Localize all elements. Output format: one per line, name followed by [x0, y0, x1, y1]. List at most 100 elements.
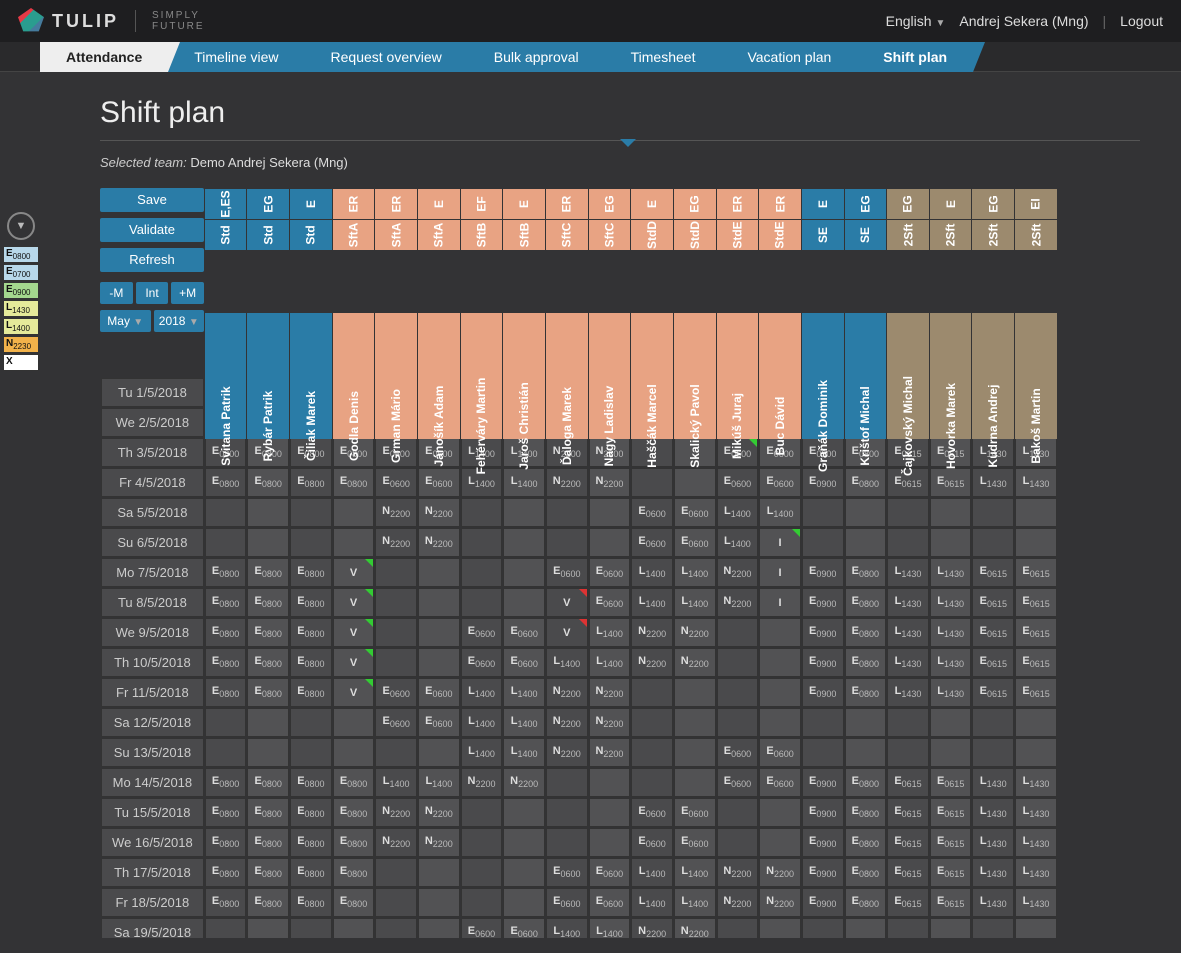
col-employee-Rybár Patrik[interactable]: Rybár Patrik [247, 313, 289, 439]
shift-cell[interactable] [631, 708, 673, 737]
shift-cell[interactable]: E0800 [845, 468, 887, 497]
shift-cell[interactable] [887, 708, 929, 737]
shift-cell[interactable] [589, 768, 631, 797]
shift-cell[interactable]: L1430 [972, 798, 1014, 827]
shift-cell[interactable]: L1400 [546, 648, 588, 677]
shift-cell[interactable] [503, 528, 545, 557]
shift-cell[interactable]: L1430 [972, 858, 1014, 887]
shift-cell[interactable]: E0900 [802, 618, 844, 647]
col-employee-Svitana Patrik[interactable]: Svitana Patrik [205, 313, 247, 439]
shift-cell[interactable] [1015, 738, 1057, 767]
shift-cell[interactable] [290, 738, 332, 767]
shift-cell[interactable] [631, 678, 673, 707]
shift-cell[interactable]: N2200 [546, 468, 588, 497]
shift-cell[interactable]: E0615 [887, 858, 929, 887]
shift-cell[interactable] [290, 918, 332, 938]
shift-cell[interactable]: E0800 [845, 558, 887, 587]
shift-cell[interactable]: E0600 [631, 498, 673, 527]
shift-cell[interactable]: L1430 [930, 618, 972, 647]
tab-request-overview[interactable]: Request overview [305, 42, 468, 72]
shift-cell[interactable] [972, 708, 1014, 737]
shift-cell[interactable] [759, 708, 801, 737]
shift-cell[interactable]: E0600 [589, 558, 631, 587]
shift-cell[interactable] [1015, 528, 1057, 557]
shift-cell[interactable]: E0800 [205, 798, 247, 827]
shift-cell[interactable]: N2200 [375, 828, 417, 857]
shift-cell[interactable]: E0800 [205, 888, 247, 917]
shift-cell[interactable]: V [333, 588, 375, 617]
shift-cell[interactable]: L1400 [589, 618, 631, 647]
shift-cell[interactable]: E0800 [290, 888, 332, 917]
legend-collapse-button[interactable]: ▼ [7, 212, 35, 240]
shift-cell[interactable]: E0600 [503, 648, 545, 677]
shift-cell[interactable] [1015, 708, 1057, 737]
logout-link[interactable]: Logout [1120, 13, 1163, 29]
shift-cell[interactable]: E0615 [930, 858, 972, 887]
shift-cell[interactable] [972, 738, 1014, 767]
col-employee-Krištof Michal[interactable]: Krištof Michal [845, 313, 887, 439]
shift-cell[interactable]: N2200 [674, 648, 716, 677]
shift-cell[interactable]: L1430 [930, 648, 972, 677]
shift-cell[interactable]: E0615 [930, 888, 972, 917]
shift-cell[interactable]: E0800 [290, 678, 332, 707]
shift-cell[interactable] [247, 708, 289, 737]
shift-cell[interactable] [333, 708, 375, 737]
col-employee-Jaroš Christián[interactable]: Jaroš Christián [503, 313, 545, 439]
shift-cell[interactable] [333, 918, 375, 938]
shift-cell[interactable]: E0600 [546, 558, 588, 587]
shift-cell[interactable]: E0615 [887, 798, 929, 827]
shift-cell[interactable] [930, 918, 972, 938]
shift-cell[interactable]: E0615 [930, 468, 972, 497]
shift-cell[interactable]: N2200 [674, 918, 716, 938]
shift-cell[interactable]: E0615 [972, 558, 1014, 587]
shift-cell[interactable]: E0600 [759, 768, 801, 797]
shift-cell[interactable]: I [759, 528, 801, 557]
shift-cell[interactable] [674, 468, 716, 497]
shift-cell[interactable] [845, 498, 887, 527]
shift-cell[interactable]: L1400 [631, 588, 673, 617]
shift-cell[interactable]: E0600 [546, 888, 588, 917]
shift-cell[interactable]: E0800 [845, 648, 887, 677]
shift-cell[interactable]: E0900 [802, 678, 844, 707]
shift-cell[interactable]: N2200 [418, 528, 460, 557]
shift-cell[interactable]: L1400 [375, 768, 417, 797]
shift-cell[interactable]: L1400 [717, 528, 759, 557]
shift-cell[interactable] [631, 468, 673, 497]
shift-cell[interactable]: E0600 [375, 468, 417, 497]
shift-cell[interactable] [375, 918, 417, 938]
shift-cell[interactable]: E0800 [290, 648, 332, 677]
col-employee-Kudrna Andrej[interactable]: Kudrna Andrej [972, 313, 1014, 439]
shift-grid-scroll[interactable]: E,ESEGEEREREEFEEREGEEGEREREEGEGEEGEIStdS… [100, 188, 1058, 938]
shift-cell[interactable] [845, 708, 887, 737]
shift-cell[interactable] [930, 738, 972, 767]
shift-cell[interactable] [333, 738, 375, 767]
shift-cell[interactable]: L1430 [887, 648, 929, 677]
shift-cell[interactable]: E0800 [290, 588, 332, 617]
col-employee-Grman Mário[interactable]: Grman Mário [375, 313, 417, 439]
shift-cell[interactable] [290, 528, 332, 557]
shift-cell[interactable]: N2200 [375, 498, 417, 527]
shift-cell[interactable]: E0600 [589, 858, 631, 887]
shift-cell[interactable] [589, 498, 631, 527]
shift-cell[interactable]: E0800 [247, 768, 289, 797]
shift-cell[interactable]: E0800 [205, 618, 247, 647]
shift-cell[interactable] [802, 528, 844, 557]
shift-cell[interactable]: E0900 [802, 558, 844, 587]
shift-cell[interactable] [589, 828, 631, 857]
shift-cell[interactable] [717, 828, 759, 857]
shift-cell[interactable]: E0900 [802, 468, 844, 497]
shift-cell[interactable]: E0600 [674, 498, 716, 527]
col-employee-Mikúš Juraj[interactable]: Mikúš Juraj [717, 313, 759, 439]
tab-attendance[interactable]: Attendance [40, 42, 168, 72]
shift-cell[interactable] [759, 618, 801, 647]
shift-cell[interactable]: E0800 [247, 648, 289, 677]
shift-cell[interactable] [887, 528, 929, 557]
shift-cell[interactable]: V [333, 678, 375, 707]
shift-cell[interactable]: E0900 [802, 888, 844, 917]
legend-E0700[interactable]: E0700 [3, 264, 39, 281]
col-employee-Buc Dávid[interactable]: Buc Dávid [759, 313, 801, 439]
shift-cell[interactable]: E0800 [845, 858, 887, 887]
shift-cell[interactable]: E0800 [247, 468, 289, 497]
shift-cell[interactable] [717, 708, 759, 737]
tab-bulk-approval[interactable]: Bulk approval [468, 42, 605, 72]
